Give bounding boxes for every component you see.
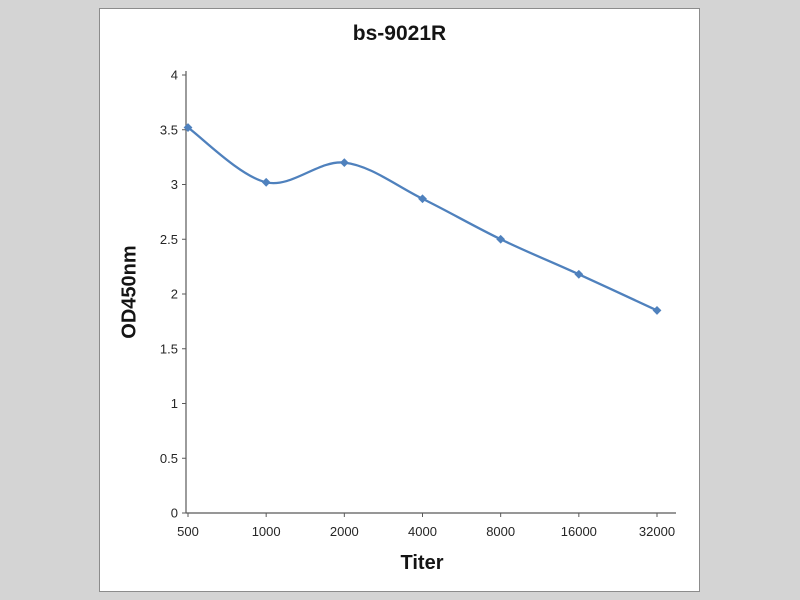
y-tick-label: 0 [171,506,178,521]
x-tick-label: 16000 [561,524,597,539]
x-tick-label: 4000 [408,524,437,539]
x-tick-label: 8000 [486,524,515,539]
chart-panel: bs-9021R OD450nm Titer 0 0.5 1 1.5 2 2.5 3 3.5 4… [99,8,700,592]
y-tick-label: 3 [171,177,178,192]
data-point-marker [574,269,584,279]
y-tick-label: 1.5 [160,341,178,356]
line-chart: 0 0.5 1 1.5 2 2.5 3 3.5 4 500 1000 2000 4000 8000 1600… [160,68,676,539]
data-point-marker [339,158,349,167]
x-tick-label: 32000 [639,524,675,539]
data-point-marker [261,177,271,187]
data-point-marker [652,306,662,315]
data-point-marker [183,123,193,132]
data-point-marker [418,194,427,204]
x-tick-label: 2000 [330,524,359,539]
x-axis-title: Titer [400,552,444,574]
y-tick-label: 2 [171,287,178,302]
y-tick-label: 1 [171,396,178,411]
x-tick-label: 500 [177,524,199,539]
y-tick-label: 4 [171,68,178,83]
x-tick-label: 1000 [252,524,281,539]
data-point-marker [496,234,506,244]
chart-title: bs-9021R [352,22,447,45]
data-series-line [186,126,659,312]
y-tick-label: 0.5 [160,451,178,466]
y-tick-label: 3.5 [160,122,178,137]
y-tick-label: 2.5 [160,232,178,247]
